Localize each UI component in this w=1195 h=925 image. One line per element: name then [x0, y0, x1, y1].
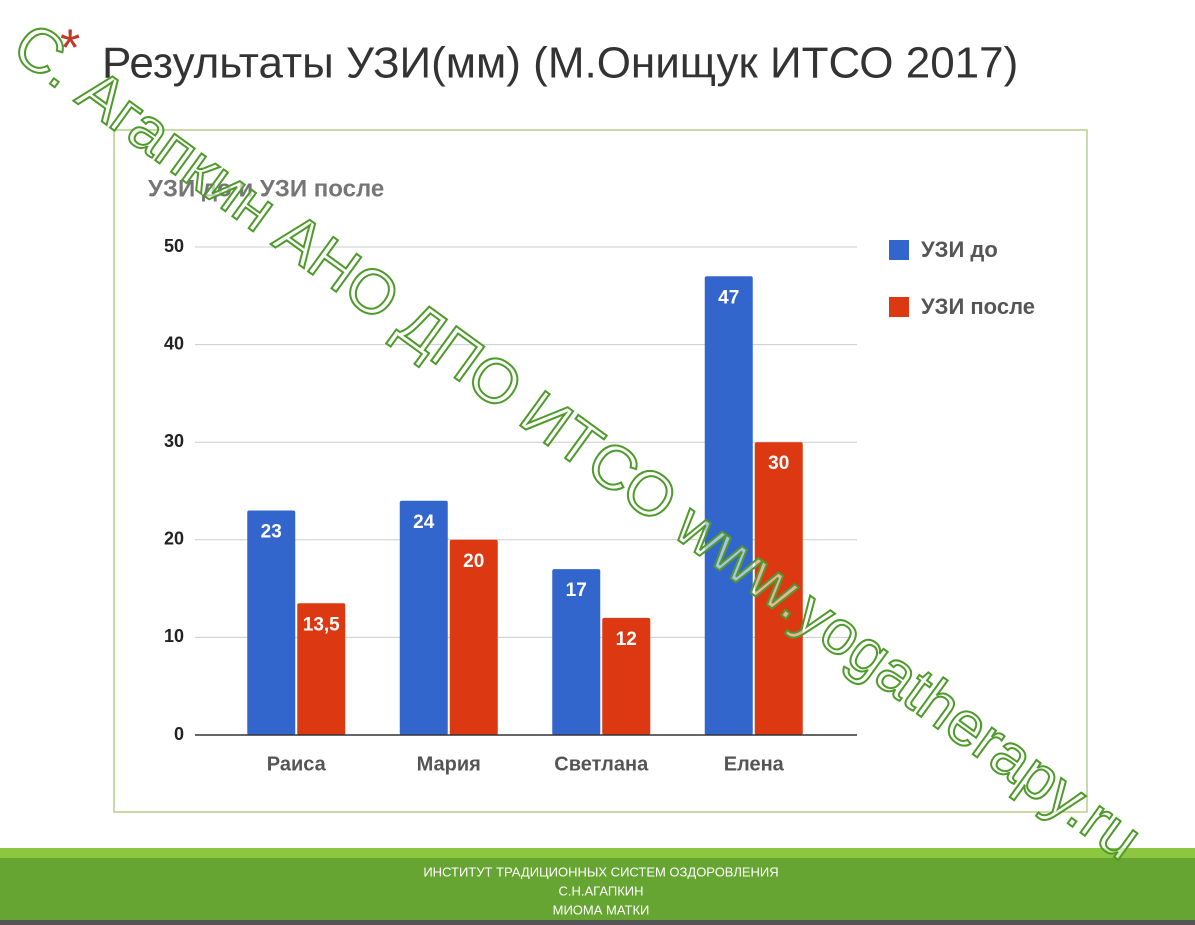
- bar: [449, 539, 498, 735]
- footer-text: С.Н.АГАПКИН: [558, 883, 643, 898]
- data-label: 23: [261, 522, 282, 543]
- bullet: *: [60, 20, 80, 78]
- x-tick-label: Мария: [417, 753, 481, 775]
- data-label: 24: [413, 512, 435, 533]
- footer-text: ИНСТИТУТ ТРАДИЦИОННЫХ СИСТЕМ ОЗДОРОВЛЕНИ…: [423, 864, 778, 879]
- y-tick-label: 10: [164, 626, 184, 646]
- chart-title: УЗИ до и УЗИ после: [148, 175, 384, 202]
- bar: [602, 617, 651, 735]
- footer-line: [0, 920, 1195, 925]
- data-label: 12: [616, 629, 637, 650]
- legend-label: УЗИ до: [921, 237, 998, 262]
- data-label: 47: [718, 287, 739, 308]
- slide-title: Результаты УЗИ(мм) (М.Онищук ИТСО 2017): [102, 39, 1018, 88]
- legend-label: УЗИ после: [921, 294, 1035, 319]
- footer-text: МИОМА МАТКИ: [553, 902, 650, 917]
- legend-swatch: [889, 297, 909, 317]
- x-tick-label: Светлана: [554, 753, 649, 775]
- y-tick-label: 40: [164, 333, 184, 353]
- plot: 0 10 20 30 40 50 Раиса 23 13,5 Мария 24 20 Светлана 1…: [164, 236, 1035, 776]
- data-label: 30: [768, 453, 789, 474]
- bar: [297, 603, 346, 735]
- legend-swatch: [889, 240, 909, 260]
- data-label: 17: [566, 580, 587, 601]
- bar: [754, 442, 803, 735]
- y-tick-label: 30: [164, 431, 184, 451]
- bar: [247, 510, 296, 735]
- footer-strip: [0, 848, 1195, 858]
- footer-band: [0, 858, 1195, 920]
- data-label: 20: [463, 551, 484, 572]
- y-tick-label: 20: [164, 529, 184, 549]
- x-tick-label: Раиса: [267, 753, 327, 775]
- chart-frame: [113, 129, 1088, 813]
- bar: [399, 500, 448, 735]
- bar: [704, 276, 753, 735]
- x-tick-label: Елена: [724, 753, 785, 775]
- bar: [552, 569, 601, 735]
- data-label: 13,5: [303, 614, 340, 635]
- y-tick-label: 0: [174, 724, 184, 744]
- y-tick-label: 50: [164, 236, 184, 256]
